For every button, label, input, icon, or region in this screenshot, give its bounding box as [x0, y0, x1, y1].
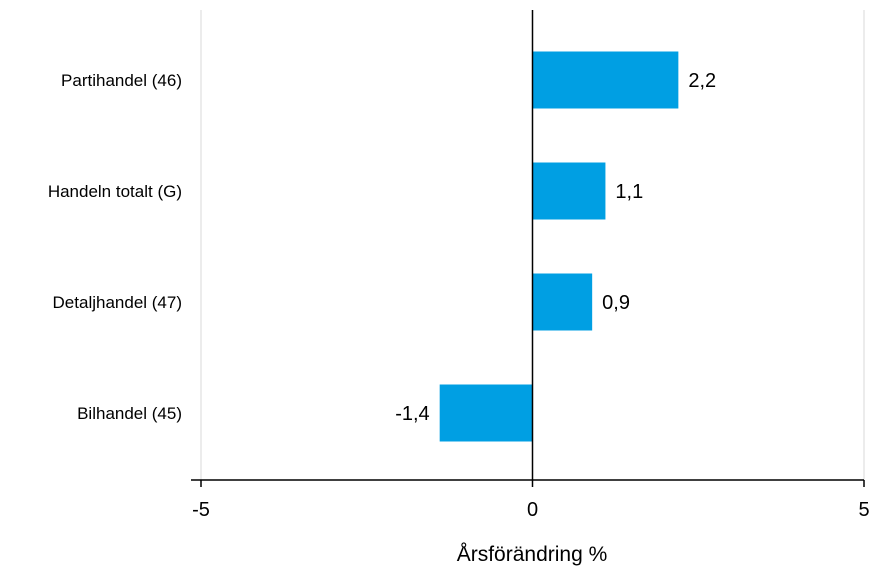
x-tick-label-0: -5: [192, 499, 210, 521]
bar-3: [439, 384, 533, 442]
label-layer: -5 0 5 Partihandel (46) Handeln totalt (G) De…: [48, 70, 869, 521]
bar-0: [532, 51, 679, 109]
category-label-2: Detaljhandel (47): [53, 293, 182, 312]
data-label-1: 1,1: [615, 181, 643, 203]
bar-1: [532, 162, 606, 220]
category-label-1: Handeln totalt (G): [48, 182, 182, 201]
data-label-3: -1,4: [395, 403, 429, 425]
grid-layer: [200, 10, 865, 480]
bar-2: [532, 273, 593, 331]
data-label-2: 0,9: [602, 292, 630, 314]
x-axis-title: Årsförändring %: [457, 543, 608, 566]
category-label-3: Bilhandel (45): [77, 404, 182, 423]
data-label-0: 2,2: [688, 70, 716, 92]
bar-layer: [439, 51, 679, 442]
category-label-0: Partihandel (46): [61, 71, 182, 90]
x-tick-label-1: 0: [527, 499, 538, 521]
axis-layer: [191, 10, 865, 487]
x-tick-label-2: 5: [858, 499, 869, 521]
